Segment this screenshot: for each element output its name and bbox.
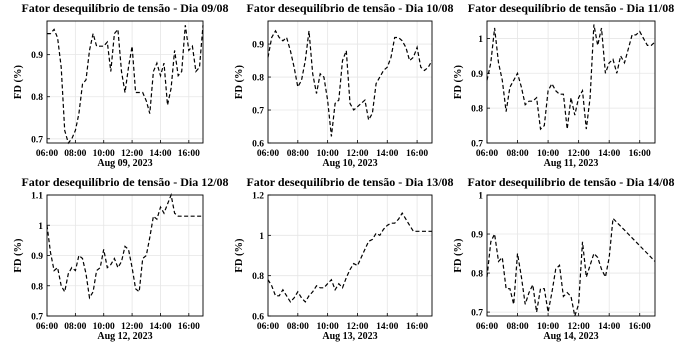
x-tick-label: 06:00: [36, 149, 58, 159]
x-axis-date-label: Aug 09, 2023: [97, 158, 152, 169]
x-axis-date-label: Aug 14, 2023: [543, 331, 598, 342]
x-tick-label: 14:00: [598, 149, 620, 159]
y-tick-label: 0.8: [471, 270, 483, 280]
x-tick-label: 16:00: [406, 149, 428, 159]
x-tick-label: 14:00: [598, 322, 620, 332]
x-tick-label: 12:00: [121, 322, 143, 332]
x-axis-date-label: Aug 10, 2023: [322, 158, 377, 169]
series-line: [267, 211, 432, 303]
chart-panel-5: 06:00 08:00 10:00 12:00 14:00 16:00 0.6 0.8 1 1.2…: [234, 175, 454, 342]
x-tick-label: 12:00: [346, 322, 368, 332]
x-axis-date-label: Aug 12, 2023: [97, 331, 152, 342]
axes-frame: [267, 194, 433, 317]
x-tick-label: 12:00: [346, 149, 368, 159]
y-tick-label: 1: [478, 35, 483, 45]
y-tick-label: 0.8: [252, 272, 264, 282]
y-axis-label: FD (%): [13, 64, 24, 99]
y-tick-label: 1: [259, 232, 264, 242]
axes-frame: [486, 20, 656, 144]
x-tick-label: 16:00: [629, 149, 651, 159]
chart-panel-4: 06:00 08:00 10:00 12:00 14:00 16:00 0.7 0.8 0.9 1…: [13, 175, 229, 342]
x-tick-label: 16:00: [178, 322, 200, 332]
x-axis-date-label: Aug 11, 2023: [544, 158, 599, 169]
y-axis-label: FD (%): [453, 64, 464, 99]
y-axis-label: FD (%): [234, 238, 245, 273]
y-tick-label: 0.9: [471, 70, 483, 80]
y-axis-label: FD (%): [453, 238, 464, 273]
y-axis-label: FD (%): [234, 64, 245, 99]
y-tick-label: 0.7: [252, 107, 264, 117]
y-tick-label: 0.7: [31, 313, 43, 323]
y-tick-label: 0.7: [31, 135, 43, 145]
series-line: [267, 29, 433, 137]
x-tick-label: 16:00: [406, 322, 428, 332]
x-tick-label: 12:00: [568, 149, 590, 159]
x-tick-label: 14:00: [376, 149, 398, 159]
axes-frame: [46, 20, 204, 144]
x-tick-label: 06:00: [257, 322, 279, 332]
series-line: [486, 217, 656, 319]
y-tick-label: 1.2: [252, 192, 264, 202]
y-tick-label: 0.6: [252, 140, 264, 150]
axes-frame: [267, 20, 433, 144]
x-tick-label: 08:00: [64, 322, 86, 332]
y-tick-label: 0.7: [471, 309, 483, 319]
chart-title: Fator desequilíbrio de tensão - Dia 12/0…: [21, 175, 228, 189]
chart-title: Fator desequilíbrio de tensão - Dia 13/0…: [246, 175, 453, 189]
chart-panel-3: 06:00 08:00 10:00 12:00 14:00 16:00 0.7 0.8 0.9 1…: [453, 1, 674, 169]
series-line: [47, 25, 204, 145]
x-tick-label: 06:00: [476, 322, 498, 332]
y-tick-label: 1: [478, 192, 483, 202]
y-tick-label: 1.1: [31, 192, 43, 202]
chart-panels: 06:00 08:00 10:00 12:00 14:00 16:00 0.7 0.8 0.9 F…: [13, 1, 675, 342]
x-tick-label: 06:00: [476, 149, 498, 159]
y-tick-label: 0.8: [252, 74, 264, 84]
x-tick-label: 16:00: [178, 149, 200, 159]
y-axis-label: FD (%): [13, 238, 24, 273]
x-tick-label: 12:00: [121, 149, 143, 159]
x-tick-label: 14:00: [149, 149, 171, 159]
chart-title: Fator desequilíbrio de tensão - Dia 10/0…: [246, 1, 453, 15]
x-tick-label: 10:00: [317, 322, 339, 332]
series-line: [46, 192, 203, 300]
x-tick-label: 10:00: [317, 149, 339, 159]
x-tick-label: 08:00: [64, 149, 86, 159]
x-tick-label: 16:00: [629, 322, 651, 332]
chart-panel-1: 06:00 08:00 10:00 12:00 14:00 16:00 0.7 0.8 0.9 F…: [13, 1, 229, 169]
x-tick-label: 08:00: [506, 322, 528, 332]
x-tick-label: 10:00: [93, 322, 115, 332]
chart-title: Fator desequilíbrio de tensão - Dia 11/0…: [468, 1, 674, 15]
x-tick-label: 14:00: [149, 322, 171, 332]
x-tick-label: 08:00: [287, 149, 309, 159]
x-tick-label: 06:00: [36, 322, 58, 332]
y-tick-label: 0.9: [252, 41, 264, 51]
x-tick-label: 14:00: [376, 322, 398, 332]
x-axis-date-label: Aug 13, 2023: [322, 331, 377, 342]
x-tick-label: 10:00: [537, 322, 559, 332]
series-line: [486, 24, 656, 131]
chart-panel-6: 06:00 08:00 10:00 12:00 14:00 16:00 0.7 0.8 0.9 1…: [453, 175, 675, 342]
x-tick-label: 12:00: [568, 322, 590, 332]
y-tick-label: 0.9: [31, 51, 43, 61]
y-tick-label: 0.7: [471, 140, 483, 150]
y-tick-label: 0.9: [31, 252, 43, 262]
x-tick-label: 10:00: [93, 149, 115, 159]
y-tick-label: 0.8: [31, 93, 43, 103]
x-tick-label: 10:00: [537, 149, 559, 159]
chart-title: Fator desequilíbrio de tensão - Dia 14/0…: [467, 175, 674, 189]
y-tick-label: 0.8: [471, 105, 483, 115]
x-tick-label: 06:00: [257, 149, 279, 159]
chart-panel-2: 06:00 08:00 10:00 12:00 14:00 16:00 0.6 0.7 0.8 0…: [234, 1, 454, 169]
y-tick-label: 0.6: [252, 313, 264, 323]
y-tick-label: 0.9: [471, 231, 483, 241]
y-tick-label: 0.8: [31, 282, 43, 292]
x-tick-label: 08:00: [287, 322, 309, 332]
axes-frame: [486, 194, 656, 317]
y-tick-label: 1: [38, 222, 43, 232]
x-tick-label: 08:00: [506, 149, 528, 159]
chart-title: Fator desequilíbrio de tensão - Dia 09/0…: [21, 1, 228, 15]
